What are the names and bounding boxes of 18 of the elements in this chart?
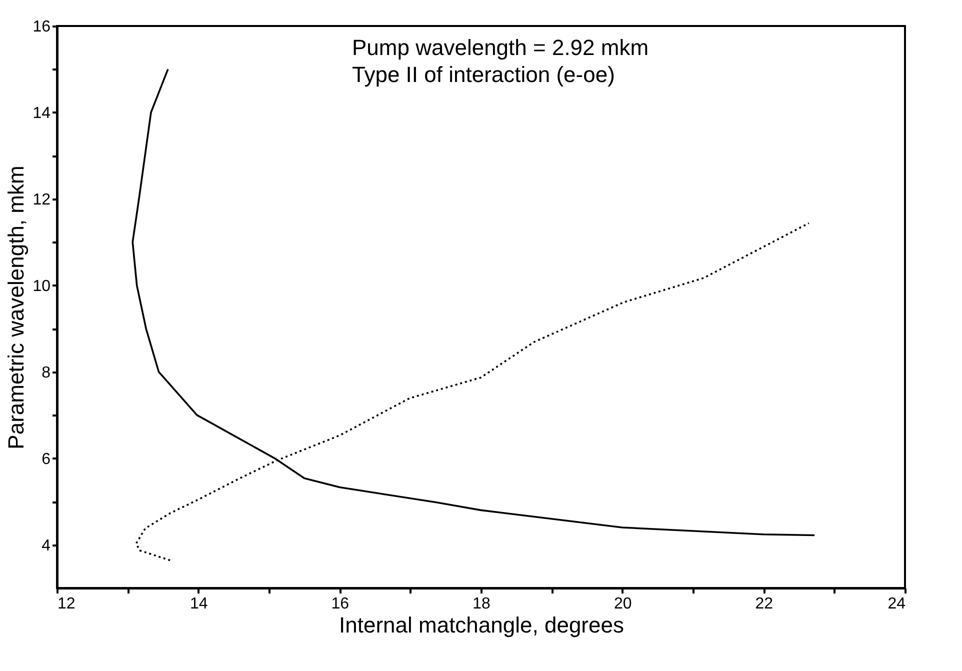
x-tick-label: 14 [190,596,208,612]
y-tick-label: 6 [42,450,51,468]
y-tick-label: 4 [42,537,51,554]
y-tick-label: 16 [32,18,51,36]
annotation: Pump wavelength = 2.92 mkm [352,35,649,60]
x-tick-label: 18 [472,596,490,612]
x-tick-label: 22 [755,596,774,612]
y-tick-label: 12 [32,191,51,208]
x-tick-label: 12 [58,596,76,612]
y-tick-label: 10 [32,278,51,295]
annotation: Type II of interaction (e-oe) [352,62,615,87]
x-axis-title: Internal matchangle, degrees [339,612,624,638]
y-tick-label: 8 [42,364,51,382]
y-tick-label: 14 [32,104,51,122]
x-tick-label: 16 [331,596,350,612]
y-axis-title: Parametric wavelength, mkm [4,166,29,450]
x-tick-label: 20 [614,596,632,612]
x-tick-label: 24 [888,596,906,612]
